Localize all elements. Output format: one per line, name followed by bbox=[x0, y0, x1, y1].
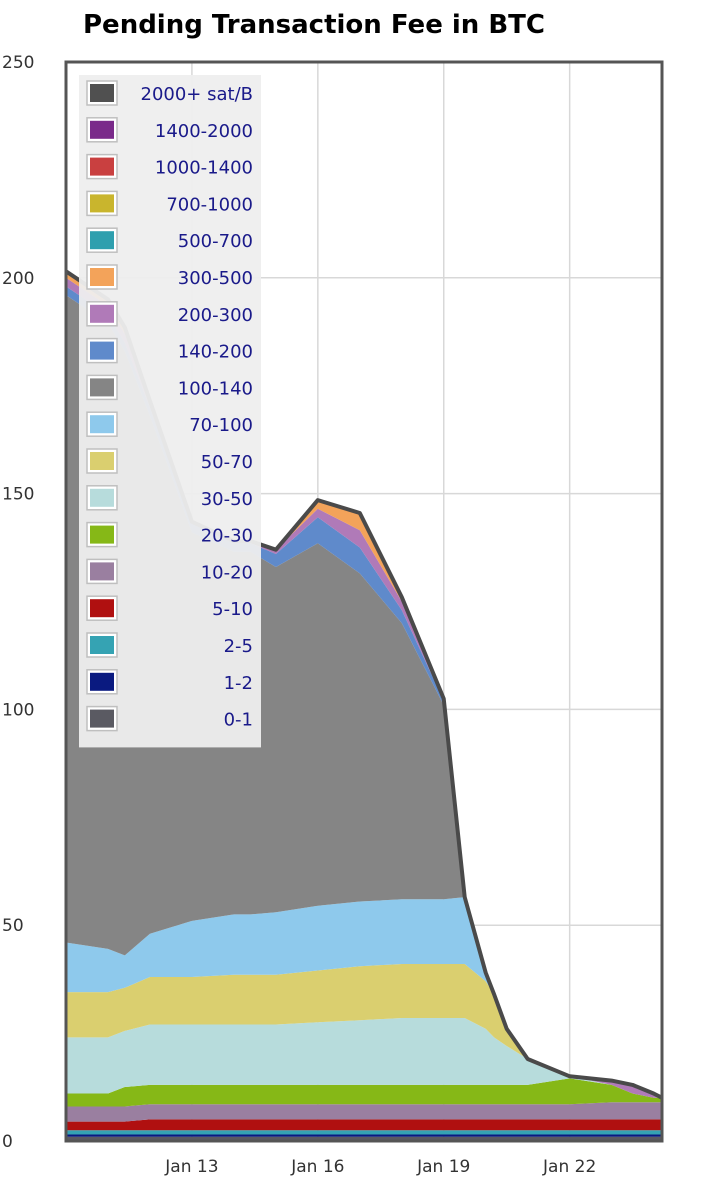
y-tick-label: 150 bbox=[2, 485, 34, 505]
legend: 2000+ sat/B 1400-2000 1000-1400 700-1000 500… bbox=[79, 75, 261, 748]
legend-label: 500-700 bbox=[178, 231, 253, 252]
y-tick-label: 0 bbox=[2, 1132, 13, 1152]
legend-swatch bbox=[90, 415, 114, 434]
legend-swatch bbox=[90, 488, 114, 507]
legend-swatch bbox=[90, 525, 114, 544]
x-tick-label: Jan 22 bbox=[542, 1157, 596, 1177]
legend-label: 30-50 bbox=[201, 489, 253, 510]
legend-swatch bbox=[90, 452, 114, 470]
y-axis: 0 50 100 150 200 250 bbox=[2, 53, 34, 1152]
legend-label: 2000+ sat/B bbox=[141, 84, 254, 105]
legend-label: 0-1 bbox=[224, 710, 253, 731]
legend-label: 20-30 bbox=[201, 526, 253, 547]
legend-swatch bbox=[90, 120, 114, 139]
x-tick-label: Jan 19 bbox=[416, 1157, 470, 1177]
legend-swatch bbox=[90, 157, 114, 176]
chart-title: Pending Transaction Fee in BTC bbox=[83, 10, 545, 40]
area-30-50 bbox=[66, 1018, 662, 1098]
legend-swatch bbox=[90, 562, 114, 581]
legend-label: 100-140 bbox=[178, 378, 253, 399]
legend-label: 1400-2000 bbox=[155, 121, 253, 142]
x-axis: Jan 13 Jan 16 Jan 19 Jan 22 bbox=[164, 1157, 596, 1177]
legend-label: 1000-1400 bbox=[155, 158, 253, 179]
plot-frame bbox=[64, 60, 664, 1143]
legend-label: 5-10 bbox=[212, 599, 253, 620]
legend-swatch bbox=[90, 378, 114, 397]
area-1-2 bbox=[66, 1134, 662, 1137]
legend-swatch bbox=[90, 672, 114, 691]
legend-swatch bbox=[90, 194, 114, 213]
area-5-10 bbox=[66, 1119, 662, 1131]
legend-swatch bbox=[90, 84, 114, 102]
legend-label: 200-300 bbox=[178, 305, 253, 326]
y-tick-label: 50 bbox=[2, 916, 24, 936]
legend-label: 2-5 bbox=[224, 636, 253, 657]
legend-swatch bbox=[90, 268, 114, 286]
y-tick-label: 200 bbox=[2, 269, 34, 289]
area-50-70 bbox=[66, 964, 662, 1098]
x-tick-label: Jan 16 bbox=[290, 1157, 344, 1177]
y-tick-label: 100 bbox=[2, 700, 34, 720]
legend-swatch bbox=[90, 304, 114, 323]
area-70-100 bbox=[66, 897, 662, 1098]
legend-label: 140-200 bbox=[178, 342, 253, 363]
legend-label: 10-20 bbox=[201, 562, 253, 583]
area-100-140 bbox=[66, 295, 662, 1098]
area-series bbox=[66, 271, 662, 1141]
y-tick-label: 250 bbox=[2, 53, 34, 73]
legend-swatch bbox=[90, 709, 114, 728]
area-10-20 bbox=[66, 1102, 662, 1122]
legend-label: 700-1000 bbox=[166, 194, 253, 215]
legend-label: 70-100 bbox=[189, 415, 253, 436]
legend-swatch bbox=[90, 231, 114, 250]
area-20-30 bbox=[66, 1078, 662, 1107]
area-2-5 bbox=[66, 1130, 662, 1135]
legend-swatch bbox=[90, 341, 114, 360]
legend-label: 300-500 bbox=[178, 268, 253, 289]
legend-label: 1-2 bbox=[224, 673, 253, 694]
legend-swatch bbox=[90, 636, 114, 654]
legend-swatch bbox=[90, 599, 114, 618]
x-tick-label: Jan 13 bbox=[164, 1157, 218, 1177]
legend-label: 50-70 bbox=[201, 452, 253, 473]
